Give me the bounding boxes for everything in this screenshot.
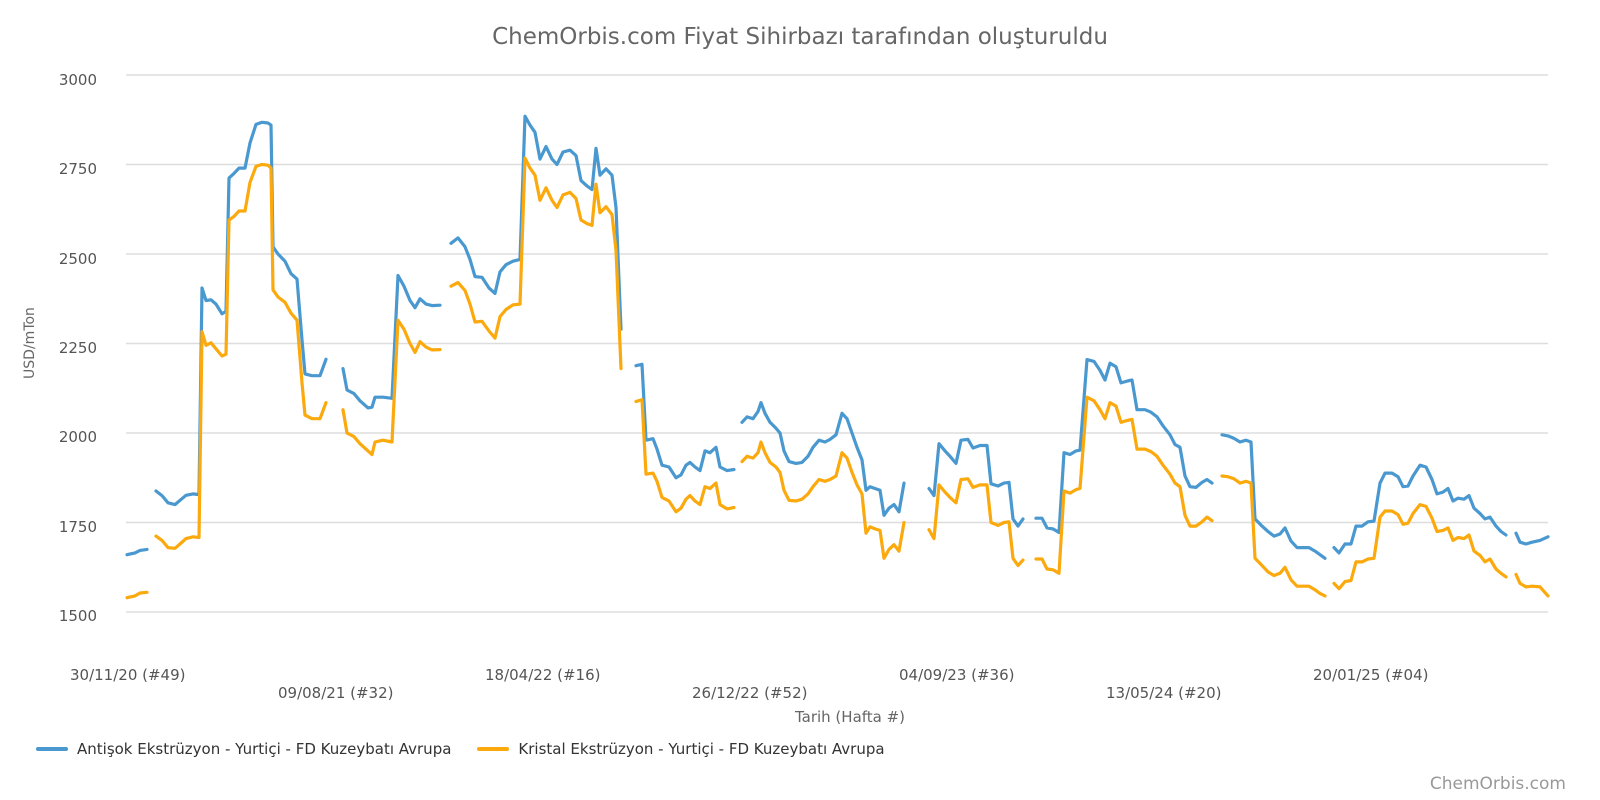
y-tick-label: 3000 (58, 71, 97, 89)
series-kristal-line[interactable] (634, 398, 736, 514)
series-antisok-line[interactable] (1332, 463, 1508, 555)
credit-link[interactable]: ChemOrbis.com (1429, 774, 1566, 794)
y-tick-label: 1750 (58, 518, 97, 536)
series-kristal-line[interactable] (740, 440, 906, 560)
y-tick-label: 2500 (58, 250, 97, 268)
series-antisok-line[interactable] (634, 362, 736, 480)
series-kristal-line[interactable] (1034, 395, 1214, 575)
y-tick-label: 1500 (58, 607, 97, 625)
legend-label: Antişok Ekstrüzyon - Yurtiçi - FD Kuzeyb… (77, 740, 452, 758)
series-antisok-line[interactable] (341, 273, 442, 410)
x-tick-label: 04/09/23 (#36) (899, 666, 1015, 684)
legend: Antişok Ekstrüzyon - Yurtiçi - FD Kuzeyb… (36, 740, 911, 758)
series-antisok-line[interactable] (1514, 531, 1550, 546)
series-lines (125, 114, 1550, 600)
legend-item-antisok[interactable]: Antişok Ekstrüzyon - Yurtiçi - FD Kuzeyb… (36, 740, 451, 758)
legend-swatch-orange-icon (477, 747, 510, 751)
series-antisok-line[interactable] (125, 547, 149, 557)
x-tick-label: 30/11/20 (#49) (70, 666, 186, 684)
series-kristal-line[interactable] (449, 156, 623, 371)
x-tick-label: 13/05/24 (#20) (1106, 684, 1222, 702)
series-kristal-line[interactable] (154, 162, 328, 550)
gridlines (126, 74, 1548, 613)
series-kristal-line[interactable] (341, 318, 442, 457)
legend-label: Kristal Ekstrüzyon - Yurtiçi - FD Kuzeyb… (518, 740, 885, 758)
series-kristal-line[interactable] (1514, 572, 1550, 598)
legend-swatch-blue-icon (36, 747, 68, 751)
series-kristal-line[interactable] (125, 590, 149, 600)
y-tick-label: 2250 (58, 339, 97, 357)
y-tick-label: 2750 (58, 160, 97, 178)
series-antisok-line[interactable] (1220, 433, 1327, 560)
x-tick-label: 18/04/22 (#16) (485, 666, 601, 684)
chart-title: ChemOrbis.com Fiyat Sihirbazı tarafından… (492, 24, 1108, 50)
x-tick-label: 26/12/22 (#52) (692, 684, 808, 702)
series-antisok-line[interactable] (449, 114, 623, 331)
x-tick-label: 09/08/21 (#32) (278, 684, 394, 702)
y-tick-label: 2000 (58, 428, 97, 446)
series-antisok-line[interactable] (927, 437, 1025, 528)
series-antisok-line[interactable] (740, 401, 906, 517)
series-antisok-line[interactable] (154, 120, 328, 507)
x-tick-label: 20/01/25 (#04) (1313, 666, 1429, 684)
series-kristal-line[interactable] (927, 477, 1025, 568)
series-antisok-line[interactable] (1034, 358, 1214, 535)
x-axis-label: Tarih (Hafta #) (794, 708, 906, 726)
series-kristal-line[interactable] (1332, 503, 1508, 591)
legend-item-kristal[interactable]: Kristal Ekstrüzyon - Yurtiçi - FD Kuzeyb… (477, 740, 885, 758)
series-kristal-line[interactable] (1220, 474, 1327, 598)
